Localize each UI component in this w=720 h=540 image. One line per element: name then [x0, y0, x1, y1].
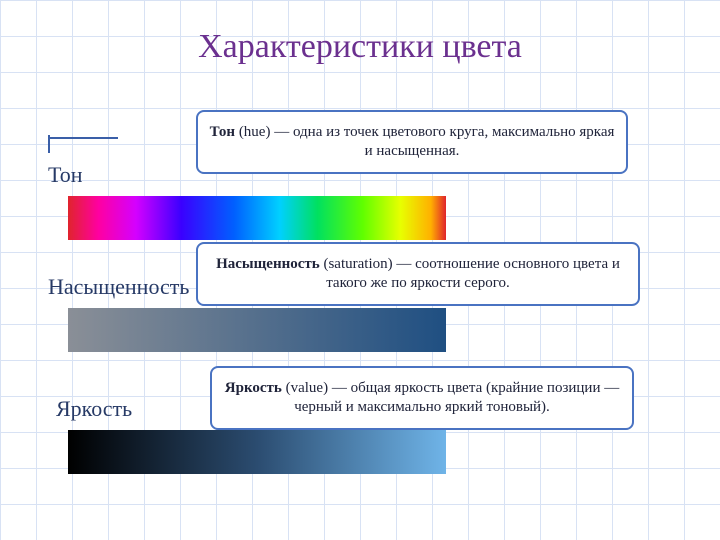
callout-hue-text: Тон (hue) — одна из точек цветового круг…: [208, 123, 616, 161]
callout-value: Яркость (value) — общая яркость цвета (к…: [210, 366, 634, 430]
callout-saturation: Насыщенность (saturation) — соотношение …: [196, 242, 640, 306]
callout-value-text: Яркость (value) — общая яркость цвета (к…: [222, 379, 622, 417]
callout-hue: Тон (hue) — одна из точек цветового круг…: [196, 110, 628, 174]
label-hue: Тон: [48, 162, 83, 188]
bar-hue: [68, 196, 446, 240]
label-value: Яркость: [56, 396, 132, 422]
crop-tick-h: [48, 137, 118, 139]
label-saturation: Насыщенность: [48, 274, 189, 300]
bar-saturation: [68, 308, 446, 352]
callout-saturation-text: Насыщенность (saturation) — соотношение …: [208, 255, 628, 293]
crop-tick-v: [48, 135, 50, 153]
slide-root: { "canvas": { "width": 720, "height": 54…: [0, 0, 720, 540]
slide-title: Характеристики цвета: [0, 28, 720, 66]
bar-value: [68, 430, 446, 474]
